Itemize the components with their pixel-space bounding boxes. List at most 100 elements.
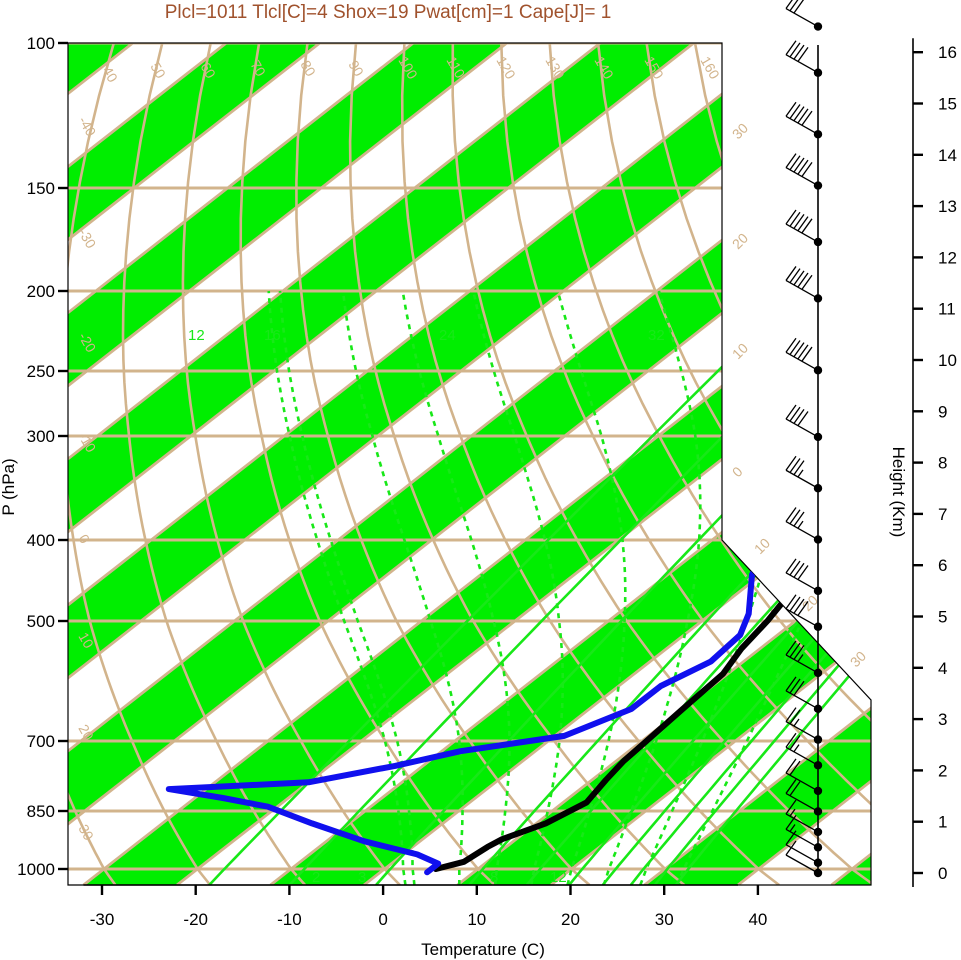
y-tick-label: 300 [27, 427, 55, 446]
wind-barb-feather [797, 600, 809, 616]
height-tick-label: 14 [938, 146, 957, 165]
dry-adiabat-label: 90 [345, 58, 367, 80]
isotherm-line [456, 43, 871, 885]
isotherm-label: 30 [847, 648, 869, 670]
wind-barb-half-feather [789, 808, 796, 817]
wind-barb-feather [789, 509, 801, 525]
dry-adiabat [451, 43, 871, 885]
moist-adiabat [556, 290, 627, 885]
y-tick-label: 850 [27, 802, 55, 821]
wind-barb-half-feather [797, 654, 804, 662]
wind-barb-half-feather [797, 469, 804, 478]
dry-adiabat [500, 43, 871, 885]
wind-barb-shaft [785, 608, 819, 628]
wind-barb-shaft [785, 828, 819, 848]
height-tick-label: 10 [938, 351, 957, 370]
isotherm-label: 0 [75, 532, 93, 547]
wind-barb-shaft [785, 844, 819, 864]
wind-barb-feather [793, 562, 805, 578]
wind-barb-feather [793, 157, 805, 173]
wind-barb-shaft [785, 115, 819, 135]
wind-barb-feather [793, 270, 805, 286]
wind-barb-shaft [785, 690, 819, 710]
wind-barb-feather [785, 337, 797, 353]
height-tick-label: 9 [938, 402, 947, 421]
wind-barb-shaft [785, 223, 819, 243]
isotherm-line [68, 43, 602, 885]
mixing-ratio-label: 16 [264, 327, 281, 344]
x-tick-label: -10 [277, 910, 302, 929]
wind-barb-feather [801, 274, 813, 290]
moist-adiabat-label: 2 [312, 869, 320, 886]
temperature-band [68, 43, 871, 885]
dry-adiabat [548, 43, 871, 885]
y-tick-label: 150 [27, 179, 55, 198]
height-tick-label: 1 [938, 813, 947, 832]
x-axis: -30 -20 -10 0 10 20 30 40 [83, 884, 767, 929]
wind-barb-feather [789, 104, 801, 119]
wind-barb-shaft [785, 654, 819, 674]
wind-barb-half-feather [797, 520, 804, 529]
isotherm-line [363, 43, 871, 885]
isotherm-line [550, 43, 871, 885]
wind-barb-feather [801, 110, 813, 126]
mixing-ratio-label: 32 [648, 327, 665, 344]
wind-barb-feather [785, 40, 797, 56]
wind-barb-shaft [785, 54, 819, 74]
wind-barb-feather [785, 101, 797, 117]
dry-adiabat [239, 43, 496, 885]
y-tick-label: 500 [27, 612, 55, 631]
plot-boundary [67, 42, 872, 886]
wind-barb-shaft [785, 279, 819, 300]
wind-barb-shaft [785, 792, 819, 813]
wind-barb-feather [785, 830, 797, 846]
isotherm-line [643, 43, 871, 885]
isotherm-label: 20 [75, 722, 97, 744]
isotherm-line [68, 43, 789, 885]
height-tick-label: 6 [938, 556, 947, 575]
height-tick-label: 12 [938, 248, 957, 267]
moist-adiabat [267, 290, 407, 885]
wind-barbs [785, 0, 823, 878]
isotherm-label: 10 [729, 340, 751, 362]
wind-barb-feather [789, 596, 801, 612]
wind-barb-feather [785, 594, 797, 610]
y-tick-label: 200 [27, 282, 55, 301]
wind-barb-shaft [785, 721, 819, 741]
x-tick-label: 40 [748, 910, 767, 929]
mixing-ratio-label: 24 [439, 327, 456, 344]
wind-barb-feather [785, 676, 797, 692]
mixing-ratio-line [568, 355, 871, 885]
dry-adiabat-label: 50 [147, 60, 169, 82]
wind-barb-feather [793, 342, 805, 358]
x-tick-label: 30 [655, 910, 674, 929]
wind-barb-shaft [785, 520, 819, 541]
wind-barb-feather [793, 644, 805, 660]
height-tick-label: 4 [938, 659, 947, 678]
isotherm-label: 10 [751, 535, 773, 557]
height-tick-label: 0 [938, 864, 947, 883]
wind-barb-feather [785, 558, 797, 574]
wind-barb-feather [793, 106, 805, 122]
wind-barb-feather [785, 799, 797, 815]
wind-barb-feather [793, 680, 805, 696]
x-tick-label: 0 [378, 910, 387, 929]
wind-barb-feather [793, 511, 805, 527]
wind-barb-feather [785, 455, 797, 471]
wind-barb-feather [793, 460, 805, 476]
wind-barb-feather [797, 565, 809, 580]
height-tick-label: 13 [938, 197, 957, 216]
x-tick-label: -30 [90, 910, 115, 929]
wind-barb-feather [797, 159, 809, 175]
wind-barb-feather [789, 781, 801, 797]
wind-barb-feather [797, 411, 809, 426]
wind-barb-feather [789, 560, 801, 576]
wind-barb-feather [785, 707, 797, 722]
isotherm-line [176, 43, 871, 885]
x-tick-label: 20 [561, 910, 580, 929]
height-tick-label: 15 [938, 95, 957, 114]
wind-barb-feather [789, 735, 801, 750]
chart-title: Plcl=1011 Tlcl[C]=4 Shox=19 Pwat[cm]=1 C… [165, 2, 612, 23]
wind-barb-shaft [785, 167, 819, 187]
wind-barb-feather [785, 758, 797, 774]
